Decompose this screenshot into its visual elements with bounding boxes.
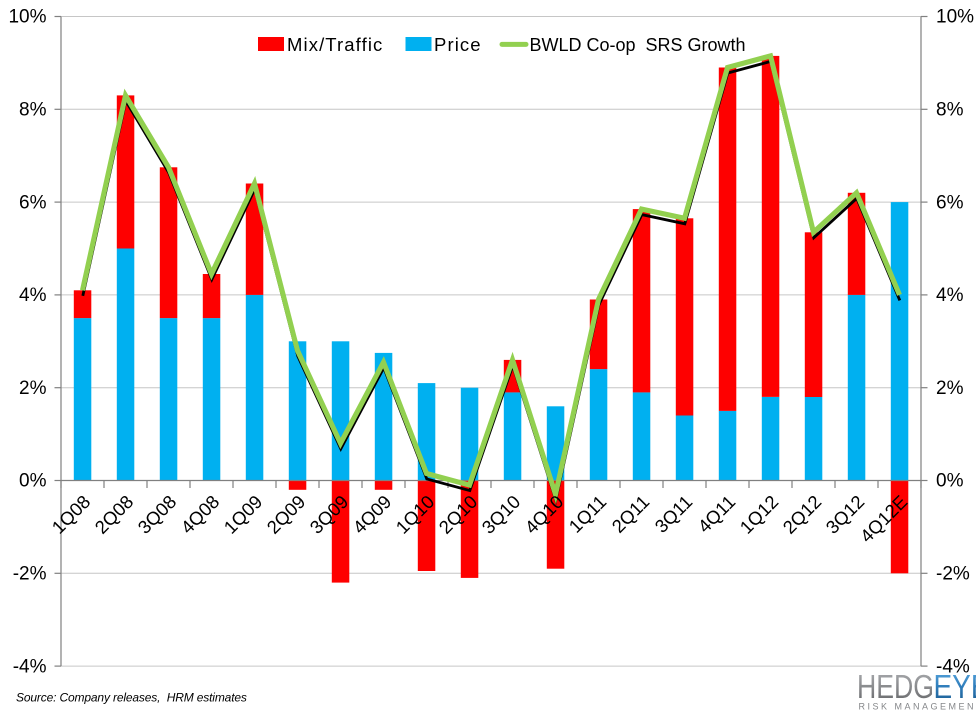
svg-text:BWLD Co-op SRS Growth: BWLD Co-op SRS Growth [530,35,746,55]
svg-text:10%: 10% [936,7,974,28]
svg-text:Price: Price [434,34,482,55]
svg-text:10%: 10% [8,7,46,28]
svg-text:Source: Company releases, HRM: Source: Company releases, HRM estimates [16,691,247,705]
svg-text:RISK MANAGEMENT: RISK MANAGEMENT [859,702,976,711]
svg-text:Mix/Traffic: Mix/Traffic [287,34,383,55]
svg-text:-4%: -4% [13,656,47,677]
svg-text:4%: 4% [19,285,47,306]
svg-text:0%: 0% [936,471,964,492]
svg-text:6%: 6% [936,192,964,213]
svg-text:0%: 0% [19,471,47,492]
svg-text:8%: 8% [936,100,964,121]
svg-text:EYE: EYE [934,668,976,705]
svg-text:2%: 2% [936,378,964,399]
svg-text:2%: 2% [19,378,47,399]
svg-text:-2%: -2% [13,564,47,585]
svg-text:-2%: -2% [936,564,970,585]
svg-text:6%: 6% [19,192,47,213]
svg-text:4%: 4% [936,285,964,306]
svg-text:8%: 8% [19,100,47,121]
svg-text:HEDG: HEDG [857,668,934,705]
